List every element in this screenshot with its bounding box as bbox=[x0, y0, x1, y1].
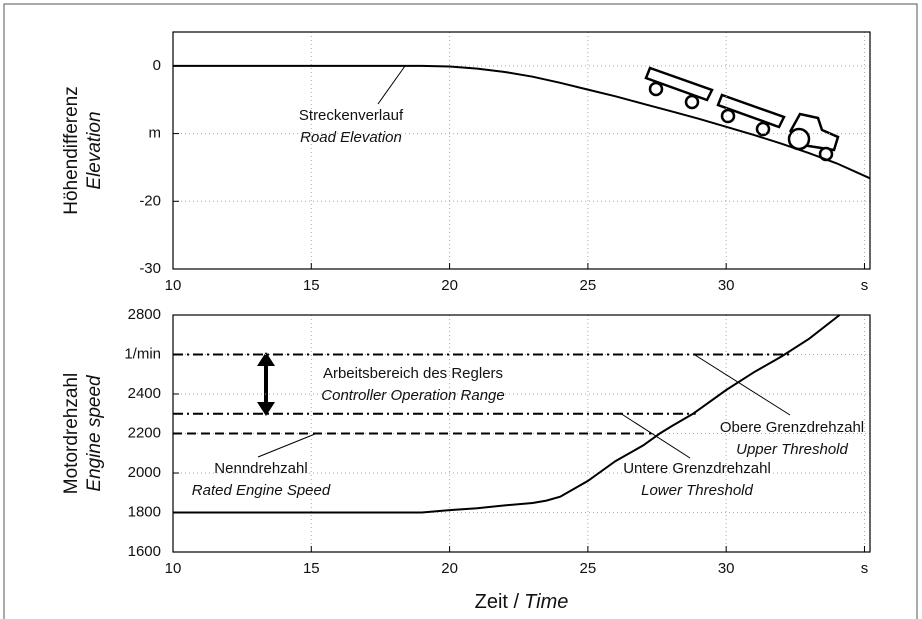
annotation: Road Elevation bbox=[300, 129, 402, 146]
x-tick-label: 20 bbox=[441, 560, 458, 577]
x-axis-label-part: Zeit / bbox=[475, 591, 520, 613]
y-tick-label: 2800 bbox=[128, 306, 161, 323]
frame bbox=[3, 3, 918, 619]
annotation: Obere Grenzdrehzahl bbox=[720, 419, 864, 436]
y-tick-label: m bbox=[149, 125, 162, 142]
x-tick-label: 10 bbox=[165, 277, 182, 294]
y-axis-label: Höhendifferenz bbox=[61, 86, 82, 215]
leader-line bbox=[377, 65, 406, 105]
x-tick-label: 20 bbox=[441, 277, 458, 294]
annotation: Upper Threshold bbox=[736, 441, 848, 458]
x-tick-label: s bbox=[861, 560, 869, 577]
y-axis-label: Elevation bbox=[84, 111, 105, 189]
x-tick-label: 15 bbox=[303, 277, 320, 294]
x-axis-label: Zeit / Time bbox=[475, 591, 569, 613]
x-tick-label: 25 bbox=[580, 277, 597, 294]
x-tick-label: 30 bbox=[718, 560, 735, 577]
x-axis-label-part: Time bbox=[524, 591, 568, 613]
x-tick-label: 30 bbox=[718, 277, 735, 294]
vehicle-icon bbox=[644, 66, 840, 162]
series-line bbox=[173, 64, 871, 180]
annotation: Untere Grenzdrehzahl bbox=[623, 460, 771, 477]
y-tick-label: 1600 bbox=[128, 543, 161, 560]
annotation: Nenndrehzahl bbox=[214, 460, 307, 477]
x-tick-label: s bbox=[861, 277, 869, 294]
y-axis-label: Engine speed bbox=[84, 374, 105, 492]
x-tick-label: 15 bbox=[303, 560, 320, 577]
x-tick-label: 10 bbox=[165, 560, 182, 577]
plot-frame bbox=[172, 31, 871, 270]
y-tick-label: 2000 bbox=[128, 464, 161, 481]
leader-line bbox=[257, 433, 316, 458]
y-tick-label: -20 bbox=[139, 192, 161, 209]
annotation: Rated Engine Speed bbox=[192, 482, 331, 499]
annotation: Arbeitsbereich des Reglers bbox=[323, 365, 503, 382]
series-line bbox=[173, 314, 841, 514]
y-tick-label: 2400 bbox=[128, 385, 161, 402]
leader-line bbox=[619, 412, 691, 459]
leader-line bbox=[694, 354, 791, 416]
annotation: Lower Threshold bbox=[641, 482, 753, 499]
x-tick-label: 25 bbox=[580, 560, 597, 577]
range-arrow bbox=[257, 352, 275, 416]
y-tick-label: 1800 bbox=[128, 503, 161, 520]
annotation: Streckenverlauf bbox=[299, 107, 404, 124]
annotation: Controller Operation Range bbox=[321, 387, 504, 404]
y-tick-label: 0 bbox=[153, 57, 161, 74]
y-axis-label: Motordrehzahl bbox=[61, 373, 82, 494]
y-tick-label: -30 bbox=[139, 260, 161, 277]
y-tick-label: 1/min bbox=[124, 345, 161, 362]
y-tick-label: 2200 bbox=[128, 424, 161, 441]
